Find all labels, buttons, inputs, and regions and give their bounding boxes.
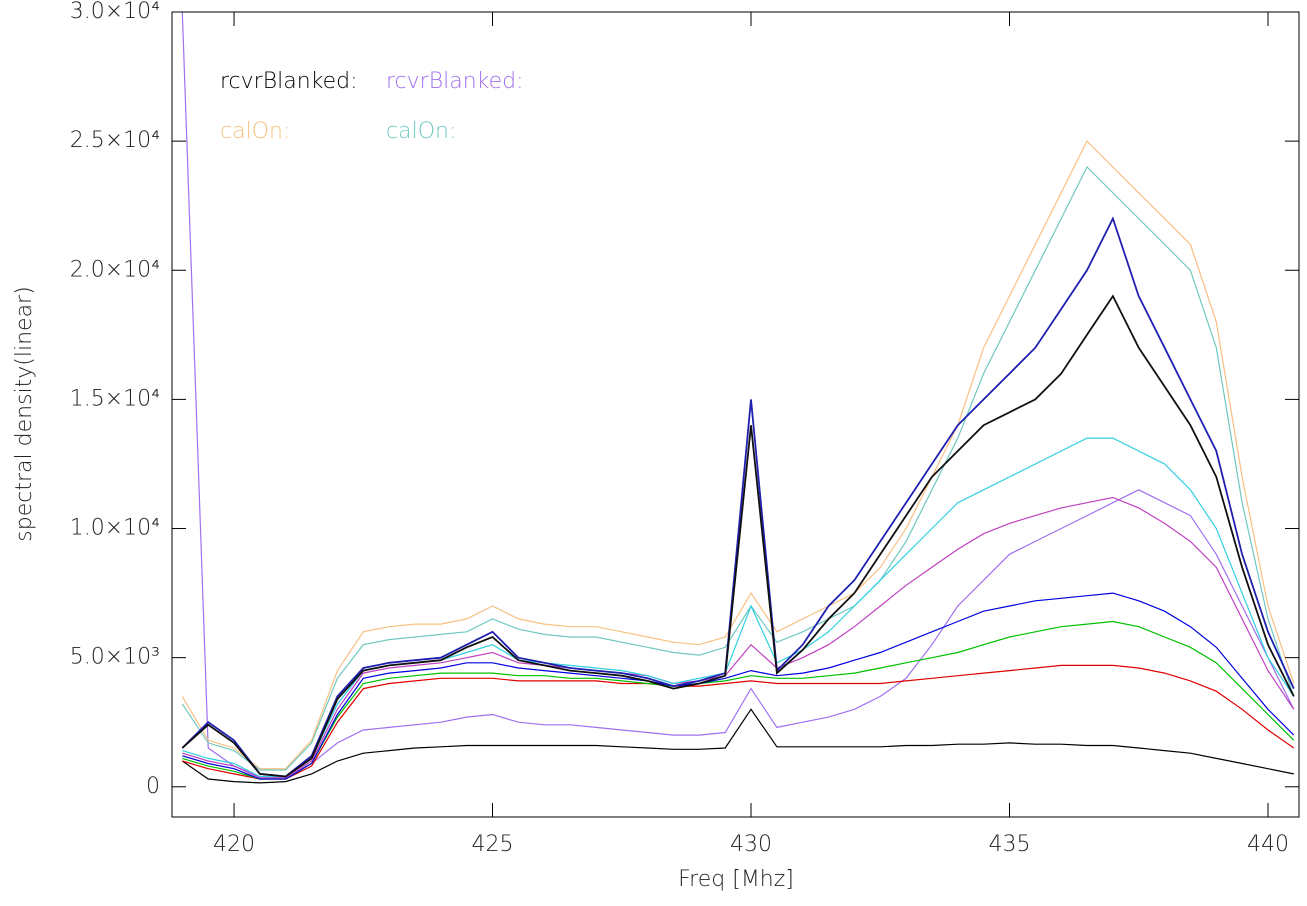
series-line: [182, 620, 1295, 780]
series-line: [182, 496, 1295, 779]
series-line: [181, 165, 1295, 771]
plot-lines: [181, 12, 1295, 784]
legend-entry: calOn:: [220, 119, 290, 144]
x-tick-label: 440: [1247, 832, 1289, 857]
y-tick-label: 0: [146, 774, 160, 799]
x-tick-label: 430: [730, 832, 772, 857]
y-axis-label: spectral density(linear): [12, 286, 37, 541]
y-tick-label: 3.0×10⁴: [70, 0, 160, 24]
series-line: [181, 140, 1295, 770]
series-line: [181, 708, 1294, 784]
series-line: [182, 592, 1295, 780]
y-tick-label: 2.5×10⁴: [70, 128, 160, 153]
series-line: [181, 216, 1295, 778]
plot-frame: [171, 11, 1300, 818]
y-tick-label: 1.0×10⁴: [70, 516, 160, 541]
x-tick-label: 420: [213, 832, 255, 857]
y-tick-label: 1.5×10⁴: [70, 386, 160, 411]
x-tick-label: 425: [472, 832, 514, 857]
legend-entry: rcvrBlanked:: [220, 69, 358, 94]
series-line: [181, 294, 1295, 778]
series-line: [182, 437, 1295, 778]
y-tick-label: 5.0×10³: [70, 645, 160, 670]
series-line: [182, 664, 1295, 780]
x-axis-label: Freq [Mhz]: [678, 867, 794, 892]
legend-entry: rcvrBlanked:: [386, 69, 524, 94]
x-tick-label: 435: [988, 832, 1030, 857]
y-tick-label: 2.0×10⁴: [70, 257, 160, 282]
series-line: [181, 12, 1295, 778]
legend-entry: calOn:: [386, 119, 456, 144]
